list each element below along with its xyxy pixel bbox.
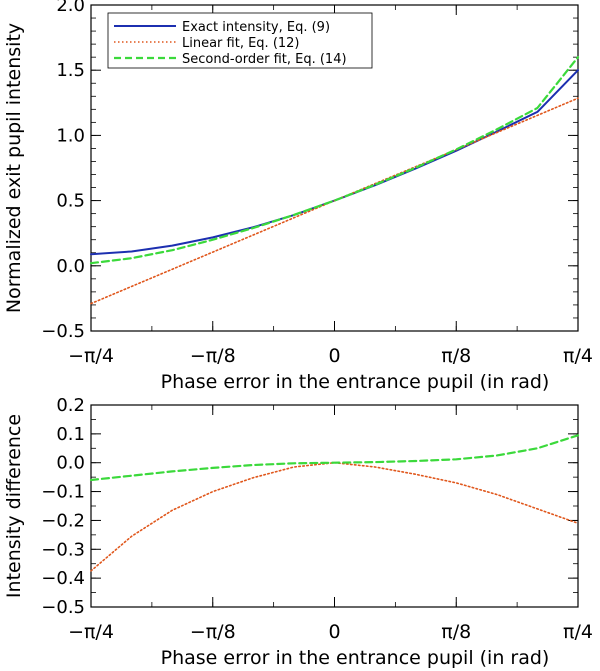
legend-label: Second-order fit, Eq. (14) xyxy=(182,52,347,67)
bottom-y-tick-label: −0.2 xyxy=(41,510,85,531)
top-x-tick-label: −π/8 xyxy=(190,345,236,367)
top-x-tick-label: −π/4 xyxy=(68,345,114,367)
bottom-x-tick-label: π/4 xyxy=(563,621,593,643)
top-x-tick-label: π/4 xyxy=(563,345,593,367)
bottom-y-tick-label: −0.3 xyxy=(41,539,85,560)
top-y-axis-label: Normalized exit pupil intensity xyxy=(3,23,25,313)
bottom-x-tick-label: −π/4 xyxy=(68,621,114,643)
bottom-x-tick-label: −π/8 xyxy=(190,621,236,643)
bottom-y-tick-label: 0.1 xyxy=(56,424,85,445)
top-y-tick-label: 1.0 xyxy=(56,125,85,146)
top-series-second-order-fit-eq-14 xyxy=(89,56,580,265)
bottom-x-tick-label: π/8 xyxy=(441,621,471,643)
top-y-tick-label: 0.5 xyxy=(56,191,85,212)
bottom-x-axis-label: Phase error in the entrance pupil (in ra… xyxy=(161,647,550,669)
bottom-y-tick-label: −0.5 xyxy=(41,597,85,618)
bottom-plot-frame xyxy=(90,404,579,608)
bottom-y-tick-label: −0.4 xyxy=(41,568,85,589)
bottom-series-lines xyxy=(89,434,580,572)
bottom-tick-labels: −0.5 −0.4 −0.3 −0.2 −0.1 0.0 0.1 0.2 −π/4 −π/8 0 π/… xyxy=(41,395,593,643)
top-y-tick-label: 1.5 xyxy=(56,60,85,81)
bottom-series-second-order-fit-difference xyxy=(89,434,580,482)
top-y-tick-label: 0.0 xyxy=(56,256,85,277)
top-y-tick-label: −0.5 xyxy=(41,321,85,342)
bottom-y-axis-label: Intensity difference xyxy=(3,414,25,598)
top-tick-labels: −0.5 0.0 0.5 1.0 1.5 2.0 −π/4 −π/8 0 π/8 π/4 xyxy=(41,0,593,367)
top-x-tick-label: 0 xyxy=(328,345,340,367)
bottom-y-tick-label: 0.0 xyxy=(56,453,85,474)
top-chart: −0.5 0.0 0.5 1.0 1.5 2.0 −π/4 −π/8 0 π/8 π/4 Phase… xyxy=(3,0,593,393)
bottom-y-tick-label: 0.2 xyxy=(56,395,85,416)
legend-label: Linear fit, Eq. (12) xyxy=(182,36,300,51)
bottom-chart: −0.5 −0.4 −0.3 −0.2 −0.1 0.0 0.1 0.2 −π/4 −π/8 0 π/… xyxy=(3,395,593,669)
top-series-lines xyxy=(89,56,580,305)
top-y-tick-label: 2.0 xyxy=(56,0,85,16)
top-legend: Exact intensity, Eq. (9)Linear fit, Eq. … xyxy=(107,12,373,69)
top-x-axis-label: Phase error in the entrance pupil (in ra… xyxy=(161,371,550,393)
bottom-series-linear-fit-difference xyxy=(90,461,579,572)
legend-label: Exact intensity, Eq. (9) xyxy=(182,20,330,35)
top-series-exact-intensity-eq-9 xyxy=(90,69,579,256)
top-ticks xyxy=(90,4,579,332)
bottom-y-tick-label: −0.1 xyxy=(41,482,85,503)
bottom-ticks xyxy=(90,404,579,608)
top-x-tick-label: π/8 xyxy=(441,345,471,367)
bottom-x-tick-label: 0 xyxy=(328,621,340,643)
